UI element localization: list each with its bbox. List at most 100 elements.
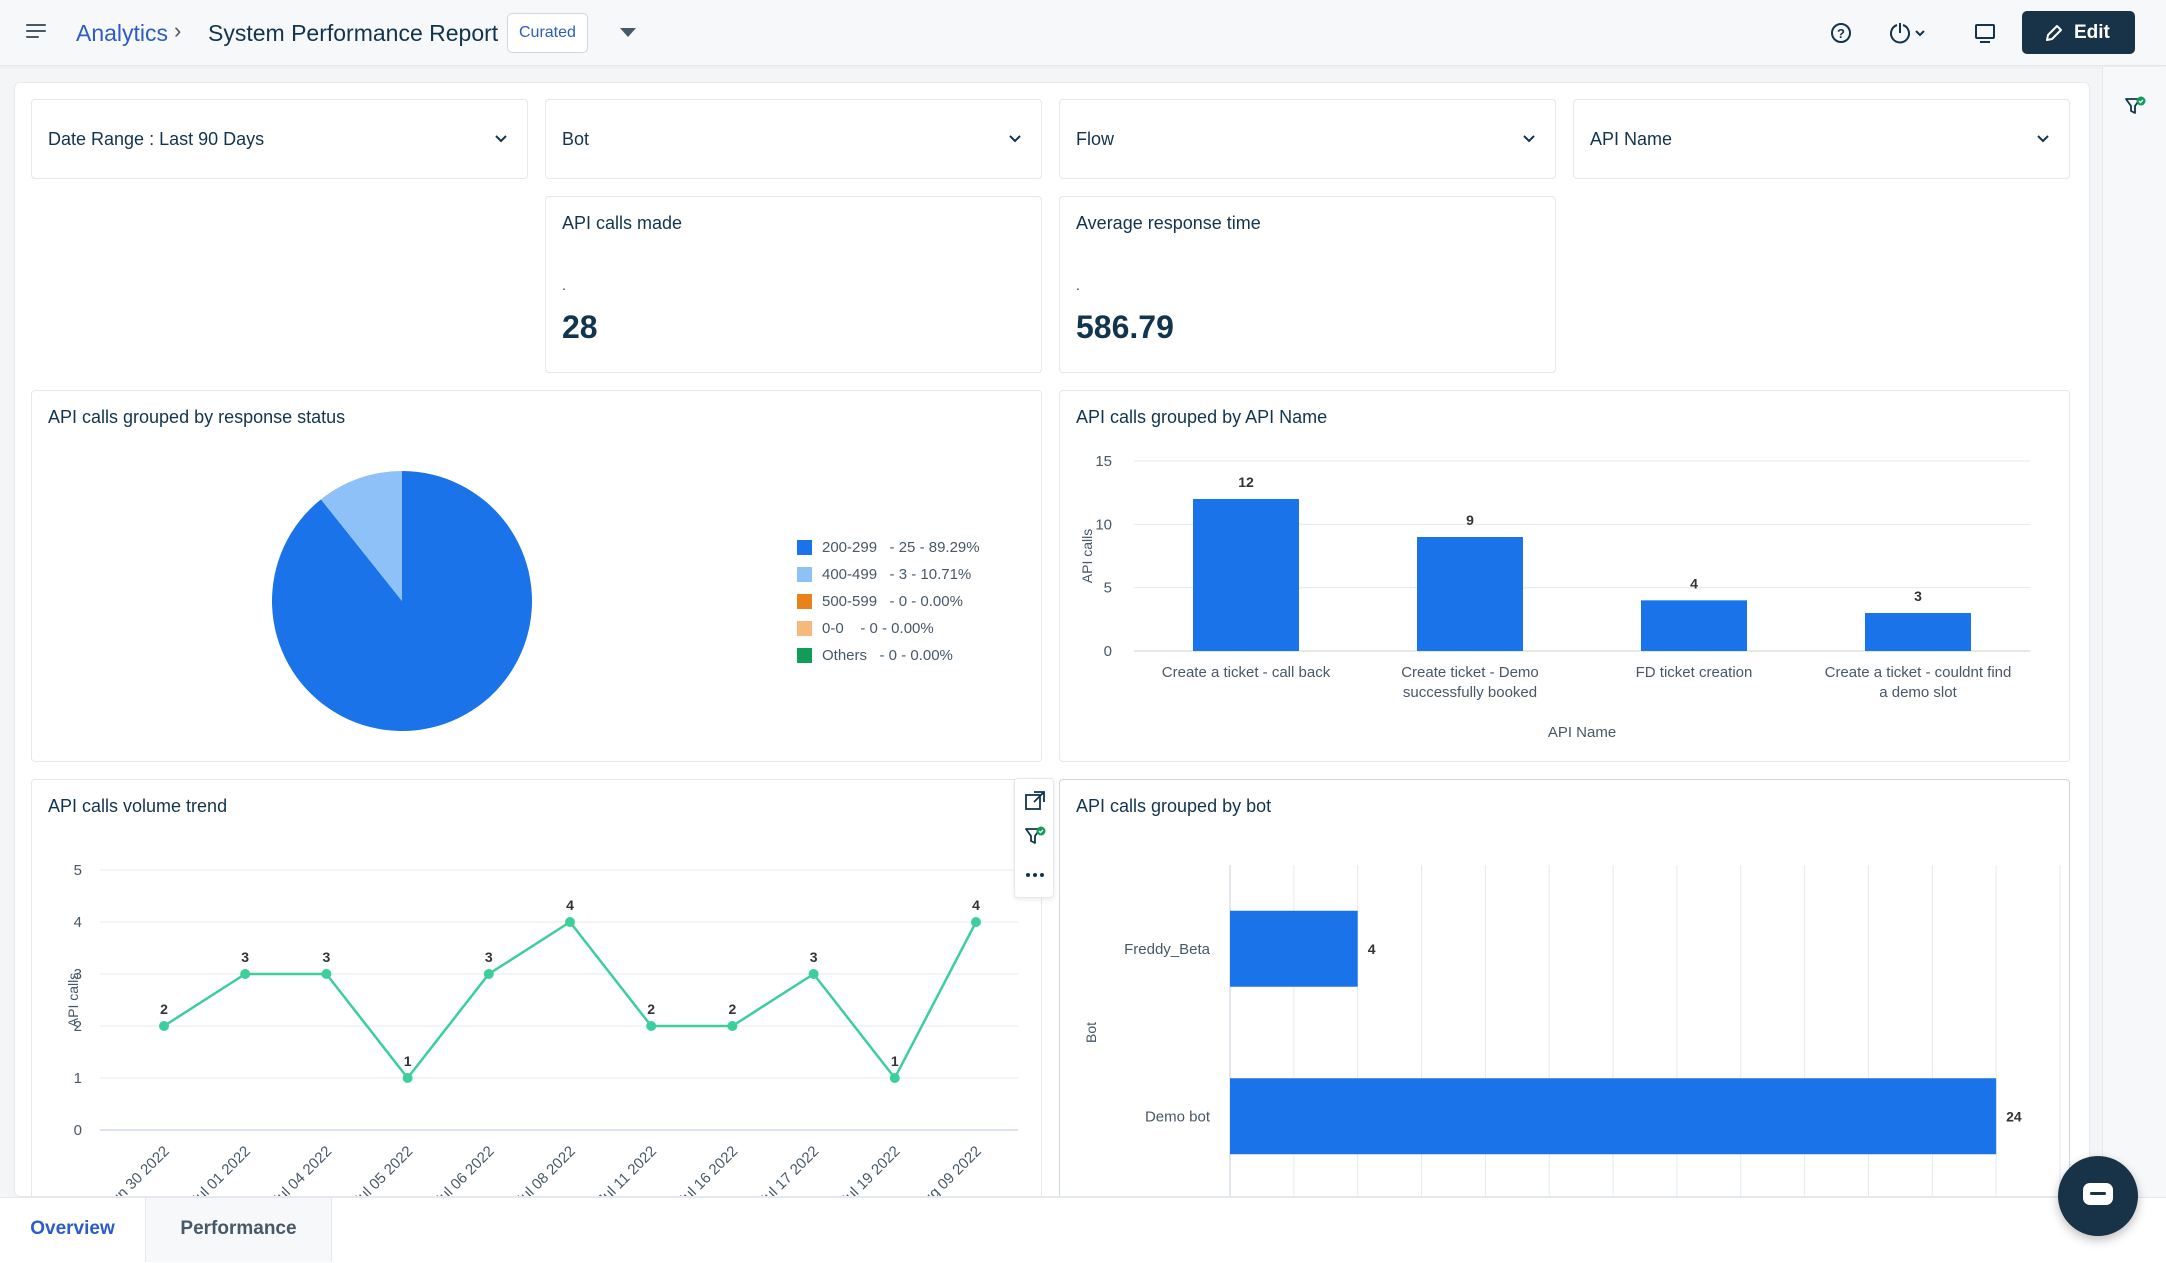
right-rail <box>2102 67 2166 1197</box>
widget-title: API calls grouped by bot <box>1076 796 1272 816</box>
legend-label: 400-499 - 3 - 10.71% <box>822 566 972 583</box>
filter-applied-icon[interactable] <box>1023 825 1047 849</box>
tab-overview[interactable]: Overview <box>0 1198 146 1262</box>
flow-filter[interactable]: Flow <box>1059 99 1556 179</box>
legend-label: 500-599 - 0 - 0.00% <box>822 593 963 610</box>
y-tick-label: 0 <box>1104 643 1112 660</box>
legend-swatch <box>797 648 812 663</box>
api-name-filter-label: API Name <box>1590 129 1673 149</box>
api-name-filter[interactable]: API Name <box>1573 99 2070 179</box>
export-icon[interactable] <box>1885 18 1935 48</box>
chevron-down-icon <box>1009 135 1021 143</box>
api-name-bar-chart: 0 5 10 15 12 Create a ticket - call back 9 Crea… <box>1079 453 2030 741</box>
legend-item[interactable]: 0-0 - 0 - 0.00% <box>797 615 980 642</box>
x-tick-label: Jul 06 2022 <box>431 1143 498 1197</box>
bot-filter-label: Bot <box>562 129 590 149</box>
bar-value-label: 9 <box>1466 512 1474 528</box>
x-tick-label: Aug 09 2022 <box>913 1143 985 1197</box>
bot-filter[interactable]: Bot <box>545 99 1042 179</box>
bar-value-label: 12 <box>1238 474 1254 490</box>
x-tick-label: Jul 19 2022 <box>837 1143 904 1197</box>
present-icon[interactable] <box>1970 18 2000 48</box>
flow-filter-label: Flow <box>1076 129 1115 149</box>
y-tick-label: 5 <box>74 862 82 879</box>
filter-applied-icon[interactable] <box>2123 95 2147 119</box>
data-point <box>483 969 494 979</box>
legend-swatch <box>797 621 812 636</box>
data-point <box>159 1021 169 1031</box>
kpi-title: API calls made <box>562 213 683 233</box>
bar-value-label: 24 <box>2006 1108 2022 1124</box>
point-value-label: 2 <box>647 1001 655 1017</box>
pencil-icon <box>2046 25 2062 41</box>
breadcrumb-separator: › <box>174 18 182 43</box>
report-tabs: Overview Performance <box>0 1197 2166 1263</box>
widget-by-bot: API calls grouped by bot 024681012141618… <box>1059 779 2070 1196</box>
widget-toolbar <box>1014 778 1054 898</box>
legend-swatch <box>797 594 812 609</box>
legend-swatch <box>797 567 812 582</box>
pie-slice-400-499 <box>320 471 402 601</box>
bar <box>1230 910 1358 987</box>
expand-icon[interactable] <box>1023 789 1047 813</box>
y-axis-title: API calls <box>1079 529 1095 583</box>
widget-volume-trend: API calls volume trend 0 1 2 3 4 5 2 Jun 30 202… <box>31 779 1042 1197</box>
help-icon[interactable]: ? <box>1826 18 1856 48</box>
x-tick-label: Jul 05 2022 <box>350 1143 417 1197</box>
chevron-down-icon <box>495 135 507 143</box>
x-tick-label: Jul 08 2022 <box>512 1143 579 1197</box>
legend-item[interactable]: 200-299 - 25 - 89.29% <box>797 534 980 561</box>
edit-button-label: Edit <box>2074 22 2110 43</box>
legend-label: Others - 0 - 0.00% <box>822 647 953 664</box>
point-value-label: 1 <box>404 1053 412 1069</box>
x-tick-label: Jul 01 2022 <box>187 1143 254 1197</box>
widget-api-name: API calls grouped by API Name 0 5 10 15 12 Cr… <box>1059 390 2070 762</box>
legend-item[interactable]: Others - 0 - 0.00% <box>797 642 980 669</box>
y-tick-label: Freddy_Beta <box>1124 941 1211 958</box>
x-tick-label: Jul 17 2022 <box>756 1143 823 1197</box>
data-point <box>808 969 819 979</box>
svg-text:?: ? <box>1837 26 1845 41</box>
bar <box>1865 613 1971 651</box>
chevron-down-icon <box>2037 135 2049 143</box>
more-options-icon[interactable] <box>1023 863 1047 887</box>
y-tick-label: 2 <box>74 1018 82 1035</box>
bar <box>1641 600 1747 651</box>
volume-trend-line-chart: 0 1 2 3 4 5 2 Jun 30 2022 3 Jul 01 2022 3 Jul 04 20… <box>65 862 1018 1197</box>
date-range-filter[interactable]: Date Range : Last 90 Days <box>31 99 528 179</box>
data-point <box>889 1073 900 1083</box>
point-value-label: 3 <box>810 949 818 965</box>
legend-item[interactable]: 400-499 - 3 - 10.71% <box>797 561 980 588</box>
x-axis-title: API Name <box>1548 724 1616 741</box>
x-tick-label: Create a ticket - couldnt find <box>1825 664 2012 681</box>
y-axis-title: Bot <box>1083 1022 1099 1043</box>
x-tick-label: successfully booked <box>1403 684 1537 701</box>
chat-widget-button[interactable] <box>2058 1156 2138 1236</box>
kpi-value: 28 <box>562 309 598 345</box>
x-tick-label: a demo slot <box>1879 684 1957 701</box>
y-tick-label: Demo bot <box>1145 1108 1211 1125</box>
chevron-down-icon[interactable] <box>620 28 636 37</box>
pie-legend: 200-299 - 25 - 89.29% 400-499 - 3 - 10.71… <box>797 534 980 669</box>
data-point <box>321 969 332 979</box>
data-point <box>646 1021 657 1031</box>
x-tick-label: Create a ticket - call back <box>1162 664 1331 681</box>
kpi-average-response-time: Average response time . 586.79 <box>1059 196 1556 373</box>
point-value-label: 2 <box>729 1001 737 1017</box>
point-value-label: 3 <box>241 949 249 965</box>
data-point <box>565 917 575 927</box>
widget-title: API calls grouped by API Name <box>1076 407 1328 427</box>
y-tick-label: 4 <box>74 914 82 931</box>
legend-item[interactable]: 500-599 - 0 - 0.00% <box>797 588 980 615</box>
edit-button[interactable]: Edit <box>2022 11 2135 54</box>
menu-icon[interactable] <box>26 24 48 40</box>
breadcrumb-analytics-link[interactable]: Analytics <box>76 20 169 46</box>
date-range-label: Date Range : Last 90 Days <box>48 129 265 149</box>
legend-swatch <box>797 540 812 555</box>
trend-line <box>163 920 978 1081</box>
widget-title: API calls grouped by response status <box>48 407 346 427</box>
bar-value-label: 4 <box>1690 575 1698 591</box>
point-value-label: 4 <box>972 897 980 913</box>
tab-performance[interactable]: Performance <box>146 1198 332 1262</box>
dashboard-canvas: Date Range : Last 90 Days Bot Flow API N… <box>14 82 2090 1197</box>
